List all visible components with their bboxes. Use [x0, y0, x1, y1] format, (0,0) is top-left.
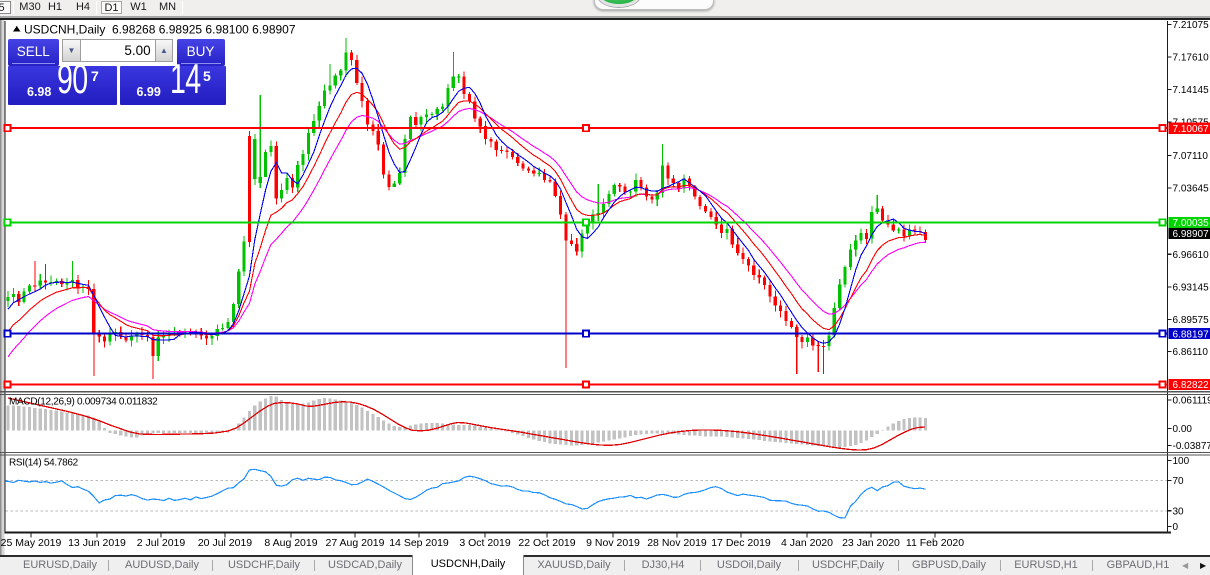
svg-text:23 Jan 2020: 23 Jan 2020 — [842, 537, 900, 549]
svg-text:3 Oct 2019: 3 Oct 2019 — [459, 537, 511, 549]
svg-text:2 Jul 2019: 2 Jul 2019 — [137, 537, 186, 549]
svg-text:6.82822: 6.82822 — [1173, 380, 1210, 391]
svg-text:11 Feb 2020: 11 Feb 2020 — [906, 537, 964, 549]
svg-text:-0.038777: -0.038777 — [1173, 441, 1210, 452]
svg-text:8 Aug 2019: 8 Aug 2019 — [264, 537, 317, 549]
svg-text:70: 70 — [1173, 476, 1185, 487]
svg-text:27 Aug 2019: 27 Aug 2019 — [326, 537, 385, 549]
svg-text:13 Jun 2019: 13 Jun 2019 — [68, 537, 126, 549]
svg-text:7.10067: 7.10067 — [1173, 124, 1210, 135]
svg-text:100: 100 — [1173, 456, 1190, 467]
svg-text:7.07110: 7.07110 — [1173, 151, 1209, 162]
svg-text:7.17610: 7.17610 — [1173, 53, 1210, 64]
svg-text:6.93145: 6.93145 — [1173, 283, 1210, 294]
svg-text:6.96610: 6.96610 — [1173, 250, 1210, 261]
svg-text:7.00035: 7.00035 — [1173, 218, 1210, 229]
svg-text:14 Sep 2019: 14 Sep 2019 — [389, 537, 449, 549]
svg-text:28 Nov 2019: 28 Nov 2019 — [647, 537, 707, 549]
svg-text:6.86110: 6.86110 — [1173, 347, 1209, 358]
svg-text:6.98907: 6.98907 — [1173, 229, 1210, 240]
svg-text:RSI(14) 54.7862: RSI(14) 54.7862 — [9, 458, 79, 469]
svg-text:7.14145: 7.14145 — [1173, 85, 1210, 96]
svg-text:30: 30 — [1173, 506, 1185, 517]
svg-text:USDCNH,Daily 6.98268 6.98925: USDCNH,Daily 6.98268 6.98925 6.98100 6.9… — [24, 23, 296, 37]
svg-text:0.061119: 0.061119 — [1173, 396, 1210, 407]
svg-text:20 Jul 2019: 20 Jul 2019 — [198, 537, 252, 549]
svg-text:6.89575: 6.89575 — [1173, 315, 1210, 326]
svg-text:6.88197: 6.88197 — [1173, 329, 1210, 340]
svg-text:17 Dec 2019: 17 Dec 2019 — [711, 537, 771, 549]
svg-text:0: 0 — [1173, 522, 1179, 533]
svg-text:9 Nov 2019: 9 Nov 2019 — [586, 537, 640, 549]
svg-text:7.03645: 7.03645 — [1173, 184, 1210, 195]
svg-text:MACD(12,26,9) 0.009734 0.01183: MACD(12,26,9) 0.009734 0.011832 — [9, 397, 158, 408]
svg-text:25 May 2019: 25 May 2019 — [1, 537, 62, 549]
svg-text:22 Oct 2019: 22 Oct 2019 — [518, 537, 575, 549]
svg-text:4 Jan 2020: 4 Jan 2020 — [781, 537, 833, 549]
svg-text:0.00: 0.00 — [1173, 424, 1193, 435]
svg-text:7.21075: 7.21075 — [1173, 20, 1210, 31]
